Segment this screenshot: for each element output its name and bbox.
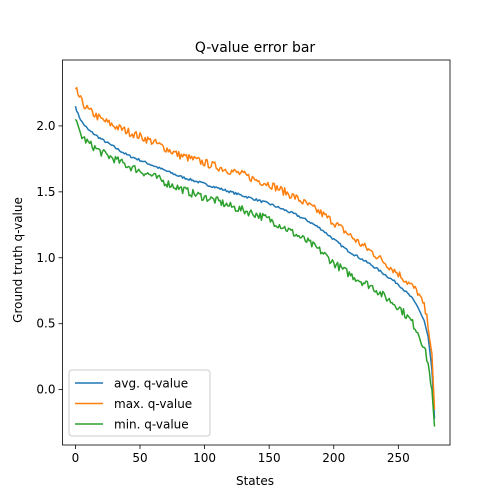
axes-frame (62, 59, 451, 446)
legend-label: max. q-value (114, 397, 192, 411)
x-tick-label: 150 (258, 451, 281, 465)
series-line-2 (74, 86, 436, 410)
x-tick-label: 50 (132, 451, 147, 465)
legend-label: min. q-value (114, 418, 189, 432)
y-tick-label: 0.5 (36, 317, 55, 331)
x-axis-label: States (236, 474, 274, 488)
x-tick-label: 250 (387, 451, 410, 465)
chart-title: Q-value error bar (195, 40, 316, 56)
series-line-1 (74, 105, 436, 419)
series-line-3 (74, 118, 436, 427)
y-tick-label: 2.0 (36, 119, 55, 133)
y-tick-label: 1.0 (36, 251, 55, 265)
y-tick-label: 0.0 (36, 383, 55, 397)
legend: avg. q-value max. q-value min. q-value (68, 369, 211, 437)
x-tick-label: 200 (322, 451, 345, 465)
plot-area: 0 50 100 150 200 250 0.0 0.5 1.0 1.5 2.0 (36, 59, 451, 465)
x-tick-label: 100 (193, 451, 216, 465)
legend-box (68, 369, 211, 437)
legend-label: avg. q-value (114, 377, 188, 391)
x-tick-label: 0 (72, 451, 80, 465)
y-tick-label: 1.5 (36, 185, 55, 199)
y-axis-label: Ground truth q-value (11, 197, 25, 323)
